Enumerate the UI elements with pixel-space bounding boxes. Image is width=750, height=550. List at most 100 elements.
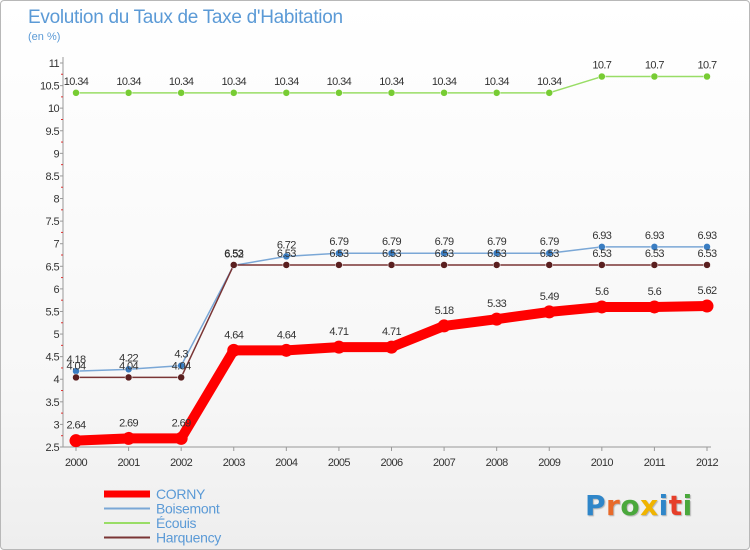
data-label-corny: 5.6 xyxy=(595,286,609,298)
y-tick-label: 4 xyxy=(53,374,59,386)
data-label-boisemont: 4.22 xyxy=(119,352,138,364)
data-point-boisemont xyxy=(703,243,711,251)
data-label-corny: 4.64 xyxy=(224,329,243,341)
x-tick-label: 2012 xyxy=(696,457,719,469)
data-point-harquency xyxy=(124,373,133,382)
data-label-corny: 4.71 xyxy=(382,326,401,338)
data-point-ecouis xyxy=(598,72,606,81)
data-point-boisemont xyxy=(124,365,133,374)
y-tick-label: 3.5 xyxy=(46,397,60,409)
data-point-harquency xyxy=(387,261,396,269)
logo-letter: i xyxy=(682,489,693,522)
logo-letter: i xyxy=(658,489,669,522)
data-point-corny xyxy=(385,340,398,354)
data-label-ecouis: 10.34 xyxy=(116,76,141,88)
data-label-corny: 5.6 xyxy=(648,286,662,298)
data-label-harquency: 6.53 xyxy=(540,248,559,260)
data-label-harquency: 6.53 xyxy=(329,248,348,260)
data-label-ecouis: 10.7 xyxy=(645,60,664,72)
y-tick-label: 9.5 xyxy=(46,126,60,138)
proxiti-logo: Proxiti xyxy=(585,489,693,522)
data-point-boisemont xyxy=(650,243,659,251)
data-point-corny xyxy=(69,434,83,448)
data-point-boisemont xyxy=(492,249,501,257)
y-tick-label: 4.5 xyxy=(46,352,60,364)
y-tick-label: 10 xyxy=(48,103,60,115)
data-label-harquency: 4.04 xyxy=(172,360,191,372)
logo-letter: x xyxy=(640,489,659,522)
data-point-harquency xyxy=(230,261,238,269)
data-point-ecouis xyxy=(177,89,185,97)
data-point-ecouis xyxy=(282,89,291,97)
data-point-ecouis xyxy=(440,89,448,97)
series-line-harquency xyxy=(75,264,708,379)
y-tick-label: 2.5 xyxy=(46,442,60,454)
y-tick-label: 3 xyxy=(53,419,59,431)
legend-label-boisemont: Boisemont xyxy=(156,501,220,517)
data-label-boisemont: 6.93 xyxy=(697,230,716,242)
data-point-harquency xyxy=(177,373,185,382)
data-label-corny: 5.62 xyxy=(697,285,716,297)
data-point-boisemont xyxy=(282,252,291,261)
data-label-corny: 2.69 xyxy=(119,417,138,429)
y-tick-label: 11 xyxy=(49,58,60,70)
chart-unit-label: (en %) xyxy=(28,31,61,43)
data-point-harquency xyxy=(545,261,553,269)
data-point-harquency xyxy=(492,261,501,269)
data-point-ecouis xyxy=(72,89,80,97)
data-label-boisemont: 4.3 xyxy=(174,349,188,361)
data-label-boisemont: 6.79 xyxy=(487,236,506,248)
data-label-ecouis: 10.7 xyxy=(697,60,716,72)
data-point-ecouis xyxy=(387,89,396,97)
data-point-corny xyxy=(332,340,346,354)
x-tick-label: 2001 xyxy=(118,457,141,469)
axes: 2.5 3 3.5 4 4.5 5 5.5 6 6.5 7 7.5 8 8.5 9 9.5 10 10.5 11 2… xyxy=(40,57,719,469)
data-label-ecouis: 10.34 xyxy=(64,76,89,88)
data-point-boisemont xyxy=(177,361,185,370)
logo-letter: t xyxy=(668,489,683,522)
data-label-boisemont: 4.18 xyxy=(66,354,85,366)
data-label-ecouis: 10.34 xyxy=(327,76,352,88)
data-point-boisemont xyxy=(440,249,448,257)
data-label-boisemont: 6.72 xyxy=(277,239,296,251)
logo-letter: P xyxy=(585,489,607,522)
logo-letter: r xyxy=(606,489,621,522)
data-point-corny xyxy=(227,343,241,357)
x-tick-label: 2002 xyxy=(170,457,193,469)
chart-title: Evolution du Taux de Taxe d'Habitation xyxy=(28,7,343,28)
y-tick-label: 10.5 xyxy=(40,81,59,93)
data-point-ecouis xyxy=(650,72,659,81)
data-point-harquency xyxy=(440,261,448,269)
x-tick-label: 2004 xyxy=(275,457,298,469)
data-point-ecouis xyxy=(124,89,133,97)
data-point-boisemont xyxy=(387,249,396,257)
data-label-corny: 5.18 xyxy=(435,305,454,317)
y-tick-label: 9 xyxy=(53,148,59,160)
data-point-harquency xyxy=(72,373,80,382)
data-label-boisemont: 6.93 xyxy=(645,230,664,242)
y-tick-label: 6 xyxy=(53,284,59,296)
data-point-harquency xyxy=(598,261,606,269)
data-label-harquency: 4.04 xyxy=(66,360,85,372)
data-label-harquency: 6.53 xyxy=(277,248,296,260)
data-point-ecouis xyxy=(230,89,238,97)
data-label-boisemont: 6.93 xyxy=(592,230,611,242)
y-tick-label: 5 xyxy=(53,329,59,341)
x-tick-label: 2008 xyxy=(486,457,509,469)
data-label-corny: 4.71 xyxy=(329,326,348,338)
x-tick-label: 2005 xyxy=(328,457,351,469)
x-tick-label: 2003 xyxy=(223,457,246,469)
x-tick-label: 2007 xyxy=(433,457,456,469)
data-label-ecouis: 10.34 xyxy=(484,76,509,88)
data-point-harquency xyxy=(335,261,343,269)
x-tick-label: 2010 xyxy=(591,457,614,469)
data-point-corny xyxy=(490,312,504,326)
data-point-harquency xyxy=(703,261,711,269)
data-point-corny xyxy=(647,300,661,314)
data-label-ecouis: 10.34 xyxy=(379,76,404,88)
data-point-harquency xyxy=(282,261,291,269)
data-point-corny xyxy=(437,319,451,333)
data-label-ecouis: 10.34 xyxy=(169,76,194,88)
legend-label-ecouis: Écouis xyxy=(156,515,197,531)
